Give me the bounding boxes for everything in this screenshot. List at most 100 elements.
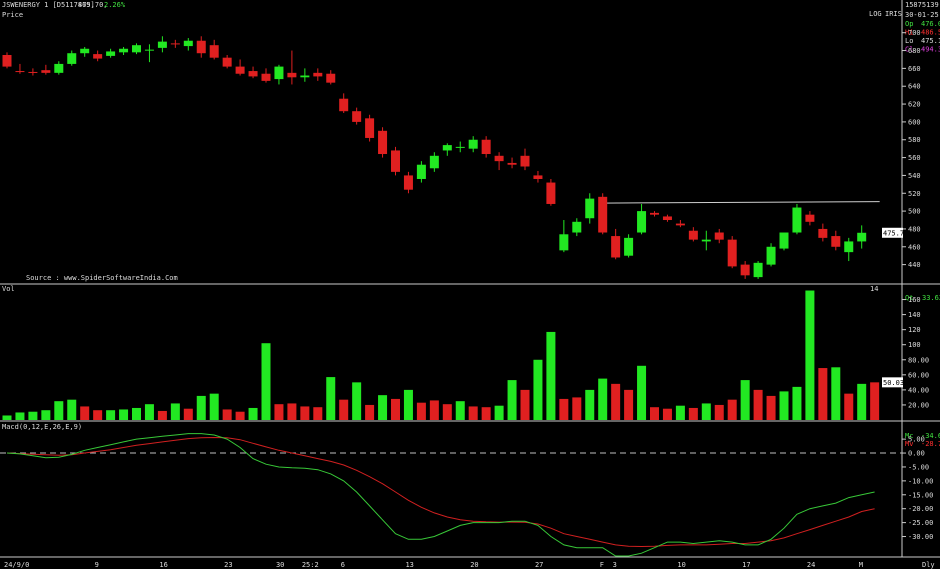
candle [80, 46, 90, 57]
candle [235, 59, 245, 76]
macd-tick-label: -20.00 [908, 505, 933, 513]
volume-bar [831, 367, 841, 420]
candle-body [675, 223, 685, 226]
candle-body [611, 236, 621, 258]
macd-axis: 5.00 0.00 -5.00 -10.00 -15.00 -20.00 -25.00 -30… [0, 436, 933, 541]
volume-bar [93, 410, 103, 420]
candle [481, 136, 491, 158]
time-axis-label: 23 [224, 561, 232, 569]
candle [403, 171, 413, 194]
candle [727, 236, 737, 269]
candle-body [701, 239, 711, 242]
volume-axis: 20.00 40.00 60.00 80.00 100 120 140 160 [902, 296, 929, 409]
volume-bar [714, 404, 724, 420]
candle-body [805, 214, 815, 222]
macd-tick-label: -5.00 [908, 463, 929, 471]
signal-line [6, 436, 875, 548]
volume-last-tag-text: 50.03 [883, 379, 904, 387]
volume-bar [637, 365, 647, 420]
candle [546, 178, 556, 206]
time-axis-label: 30 [276, 561, 284, 569]
macd-legend-key: Mc [905, 432, 913, 440]
macd-legend-value: -34.63 [921, 432, 940, 440]
candle [287, 50, 297, 85]
candle-body [93, 54, 103, 59]
candle-body [585, 198, 595, 219]
volume-tick-label: 100 [908, 341, 921, 349]
candle [455, 141, 465, 153]
volume-bar [481, 407, 491, 420]
volume-bar [546, 331, 556, 420]
candle [637, 203, 647, 235]
change-percent-label: 2.26% [104, 1, 126, 9]
volume-bar [494, 405, 504, 420]
iris-label[interactable]: IRIS [885, 10, 902, 18]
candle-body [54, 63, 64, 73]
candle [688, 227, 698, 242]
candle [844, 237, 854, 262]
candle-body [481, 139, 491, 155]
candle [740, 261, 750, 279]
volume-bar [144, 404, 154, 420]
last-price-tag-box [882, 227, 903, 238]
volume-bar [403, 389, 413, 420]
volume-bar [870, 382, 880, 420]
time-axis-label: 25:2 [302, 561, 319, 569]
candle-body [429, 155, 439, 169]
volume-bar [429, 400, 439, 420]
price-tick-label: 700 [908, 29, 921, 37]
candle [520, 148, 530, 171]
macd-tick-label: 0.00 [908, 450, 925, 458]
candle-body [442, 145, 452, 151]
volume-bar [792, 386, 802, 420]
candle-body [183, 40, 193, 47]
last-price-tag: 475.70 [882, 227, 908, 238]
candle-body [144, 49, 154, 51]
candle [675, 220, 685, 228]
candle [157, 36, 167, 53]
candle [28, 68, 38, 76]
macd-line [6, 433, 875, 557]
candle-body [546, 182, 556, 204]
candle-body [41, 70, 51, 73]
volume-tick-label: 160 [908, 296, 921, 304]
volume-bar [753, 389, 763, 420]
candle-body [28, 71, 38, 73]
candle [585, 193, 595, 224]
ohlc-value: 494.30 [921, 46, 940, 54]
volume-bar [352, 382, 362, 420]
price-tick-label: 560 [908, 154, 921, 162]
ohlc-key: Cl [905, 46, 913, 54]
time-axis-label: M [859, 561, 863, 569]
candle [222, 55, 232, 69]
candle-body [688, 230, 698, 240]
candle [183, 38, 193, 51]
candle [598, 193, 608, 235]
candle-body [365, 118, 375, 138]
candle-body [2, 55, 12, 67]
top-right-value: 15875139.00 [905, 1, 940, 9]
ohlc-value: 476.05 [921, 20, 940, 28]
time-axis: 24/9/0 9 16 23 30 25:2 6 13 20 27 F 3 10 17 24 M [4, 561, 863, 569]
interval-label[interactable]: Dly [922, 561, 935, 569]
candle [494, 152, 504, 171]
candle [624, 234, 634, 258]
candle-body [559, 234, 569, 251]
time-axis-label: 10 [677, 561, 685, 569]
price-tick-label: 580 [908, 136, 921, 144]
candle-body [248, 71, 258, 77]
macd-tick-label: -15.00 [908, 491, 933, 499]
candle-body [119, 48, 129, 53]
candle [313, 68, 323, 81]
candle [701, 230, 711, 251]
time-axis-label: 16 [159, 561, 167, 569]
price-tick-label: 500 [908, 208, 921, 216]
candle [753, 261, 763, 279]
price-panel-label: Price [2, 11, 23, 19]
volume-tick-label: 40.00 [908, 386, 929, 394]
log-label[interactable]: LOG [869, 10, 882, 18]
volume-bar [157, 410, 167, 420]
volume-bar [235, 411, 245, 420]
volume-bar [378, 395, 388, 420]
volume-tick-label: 120 [908, 326, 921, 334]
